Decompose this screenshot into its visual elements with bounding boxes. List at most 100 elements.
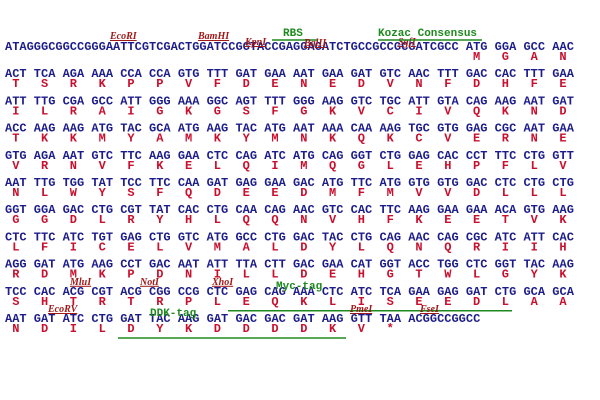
amino-acid: Q — [329, 159, 336, 173]
amino-acid: R — [70, 104, 78, 118]
amino-acid: G — [156, 104, 163, 118]
amino-acid: D — [358, 77, 365, 91]
amino-acid: L — [99, 322, 106, 336]
amino-acid: M — [214, 240, 221, 254]
amino-acid: L — [271, 268, 278, 282]
amino-acid: H — [559, 240, 566, 254]
amino-acid: M — [271, 132, 278, 146]
amino-acid: F — [502, 159, 509, 173]
amino-acid: M — [329, 186, 336, 200]
amino-acid: D — [473, 186, 480, 200]
amino-acid: K — [387, 132, 395, 146]
amino-acid: Q — [271, 295, 278, 309]
amino-acid: N — [185, 268, 192, 282]
amino-acid: D — [214, 322, 221, 336]
amino-acid: D — [300, 268, 307, 282]
tag-label: DDK-tag — [150, 308, 196, 320]
dna-sequence: ATT TTG CGA GCC ATT GGG AAA GGC AGT TTT … — [5, 94, 574, 108]
amino-acid: E — [127, 240, 134, 254]
amino-acid: T — [70, 295, 77, 309]
amino-acid: Q — [243, 159, 250, 173]
amino-acid: K — [185, 322, 193, 336]
amino-acid: V — [444, 104, 452, 118]
amino-acid: G — [41, 213, 48, 227]
amino-acid: F — [127, 159, 134, 173]
amino-acid: I — [214, 268, 221, 282]
site-label: BglII — [303, 38, 327, 49]
amino-acid: Y — [156, 322, 164, 336]
amino-acid: H — [444, 159, 451, 173]
amino-acid: V — [358, 104, 366, 118]
amino-acid: S — [41, 77, 48, 91]
site-label: KpnI — [244, 37, 267, 48]
amino-acid: Y — [329, 240, 337, 254]
amino-acid: D — [473, 77, 480, 91]
dna-sequence: ATAGGGCGGCCGGGAATTCGTCGACTGGATCCGGTACCGA… — [5, 40, 574, 54]
amino-acid: Q — [387, 240, 394, 254]
amino-acid: H — [185, 213, 192, 227]
amino-acid: K — [156, 159, 164, 173]
amino-acid: L — [41, 104, 48, 118]
site-label: NotI — [139, 277, 160, 288]
amino-acid: D — [243, 77, 250, 91]
amino-acid: I — [358, 295, 365, 309]
amino-acid: L — [531, 159, 538, 173]
amino-acid: G — [387, 268, 394, 282]
dna-sequence: AAT TTG TGG TAT TCC TTC CAA GAT GAG GAA … — [5, 176, 574, 190]
amino-acid: I — [70, 240, 77, 254]
amino-acid: C — [415, 132, 422, 146]
amino-acid: P — [156, 77, 163, 91]
dna-sequence: ACT TCA AGA AAA CCA CCA GTG TTT GAT GAA … — [5, 67, 575, 81]
amino-acid: R — [473, 240, 481, 254]
amino-acid: P — [127, 268, 134, 282]
amino-acid: G — [358, 159, 365, 173]
dna-sequence: GGT GGA GAC CTG CGT TAT CAC CTG CAA CAG … — [5, 203, 574, 217]
tag-label: RBS — [283, 28, 303, 40]
amino-acid: L — [41, 186, 48, 200]
amino-acid: D — [156, 268, 163, 282]
amino-acid: R — [156, 295, 164, 309]
amino-acid: D — [70, 213, 77, 227]
amino-acid: L — [502, 186, 509, 200]
amino-acid: D — [214, 186, 221, 200]
amino-acid: Q — [243, 213, 250, 227]
amino-acid: R — [70, 77, 78, 91]
amino-acid: I — [70, 322, 77, 336]
dna-sequence: AGG GAT ATG AAG CCT GAC AAT ATT TTA CTT … — [5, 258, 574, 272]
site-label: FseI — [419, 304, 440, 315]
amino-acid: D — [473, 295, 480, 309]
amino-acid: S — [127, 186, 134, 200]
amino-acid: P — [473, 159, 480, 173]
amino-acid: V — [99, 159, 107, 173]
amino-acid: T — [12, 77, 19, 91]
amino-acid: R — [99, 295, 107, 309]
site-label: XhoI — [211, 277, 234, 288]
amino-acid: V — [444, 186, 452, 200]
amino-acid: A — [531, 50, 539, 64]
amino-acid: Y — [531, 268, 539, 282]
dna-sequence: AAT GAT ATC CTG GAT TAC AAG GAT GAC GAC … — [5, 312, 480, 326]
amino-acid: A — [531, 295, 539, 309]
amino-acid: K — [329, 132, 337, 146]
amino-acid: V — [387, 77, 395, 91]
amino-acid: L — [99, 213, 106, 227]
amino-acid: D — [127, 322, 134, 336]
amino-acid: G — [300, 104, 307, 118]
amino-acid: V — [12, 159, 20, 173]
amino-acid: N — [300, 132, 307, 146]
amino-acid: V — [444, 132, 452, 146]
amino-acid: F — [214, 77, 221, 91]
amino-acid: A — [156, 132, 164, 146]
amino-acid: M — [70, 268, 77, 282]
amino-acid: * — [387, 322, 394, 336]
amino-acid: A — [99, 104, 107, 118]
amino-acid: M — [185, 132, 192, 146]
amino-acid: K — [41, 132, 49, 146]
amino-acid: N — [559, 50, 566, 64]
amino-acid: Q — [473, 104, 480, 118]
amino-acid: F — [531, 77, 538, 91]
amino-acid: L — [531, 186, 538, 200]
amino-acid: W — [444, 268, 452, 282]
amino-acid: A — [559, 295, 567, 309]
